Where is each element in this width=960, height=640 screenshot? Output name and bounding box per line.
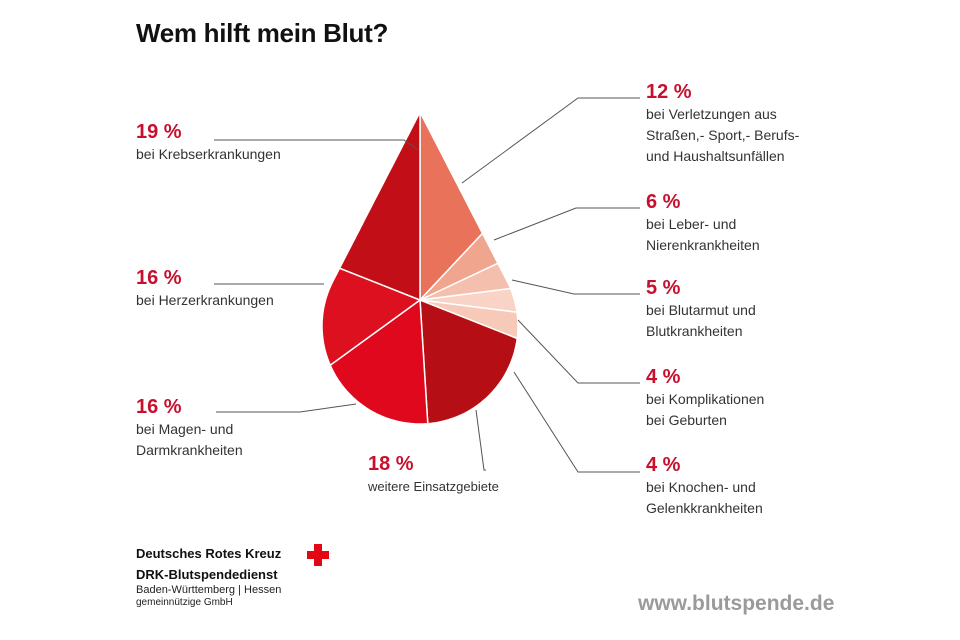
slice-value: 16 % [136,396,182,418]
slice-label-heart: 16 % bei Herzerkrankungen [136,266,274,311]
leader-line-0 [461,97,640,184]
slice-0 [419,111,484,302]
slice-label-accidents: 12 % bei Verletzungen aus Straßen,- Spor… [646,80,799,167]
chart-slices [321,111,519,425]
slice-value: 6 % [646,191,681,213]
slice-3 [419,287,518,314]
drk-logo: Deutsches Rotes Kreuz DRK-Blutspendedien… [136,546,281,608]
leader-line-5 [475,409,486,471]
leader-line-1 [493,207,640,241]
slice-6 [329,298,429,425]
slice-label-other: 18 % weitere Einsatzgebiete [368,452,499,497]
website-url: www.blutspende.de [638,592,835,615]
logo-region: Baden-Württemberg | Hessen [136,584,282,596]
slice-value: 19 % [136,121,182,143]
logo-org: Deutsches Rotes Kreuz [136,546,282,561]
slice-desc: bei Blutarmut und Blutkrankheiten [646,302,756,339]
slice-value: 16 % [136,267,182,289]
slice-value: 4 % [646,454,681,476]
logo-legal: gemeinnützige GmbH [136,597,233,608]
slice-desc: bei Magen- und Darmkrankheiten [136,421,243,458]
slice-label-stomach: 16 % bei Magen- und Darmkrankheiten [136,395,243,461]
leader-line-2 [511,279,640,295]
slice-value: 12 % [646,81,692,103]
slice-desc: bei Krebserkrankungen [136,146,281,162]
slice-desc: bei Herzerkrankungen [136,292,274,308]
slice-5 [419,298,519,425]
leader-lines [214,97,640,473]
slice-desc: weitere Einsatzgebiete [368,479,499,494]
slice-desc: bei Knochen- und Gelenkkrankheiten [646,479,763,516]
slice-desc: bei Komplikationen bei Geburten [646,391,765,428]
slice-value: 18 % [368,453,414,475]
slice-desc: bei Verletzungen aus Straßen,- Sport,- B… [646,106,800,164]
slice-8 [338,111,421,302]
slice-label-anemia: 5 % bei Blutarmut und Blutkrankheiten [646,276,756,342]
slice-label-cancer: 19 % bei Krebserkrankungen [136,120,281,165]
leader-line-4 [513,371,640,473]
leader-line-3 [517,319,640,384]
slice-label-birth: 4 % bei Komplikationen bei Geburten [646,365,764,431]
slice-label-liver: 6 % bei Leber- und Nierenkrankheiten [646,190,760,256]
slice-1 [419,232,499,301]
slice-7 [321,267,422,367]
logo-service: DRK-Blutspendedienst [136,567,278,582]
red-cross-icon [307,544,329,566]
slice-label-bones: 4 % bei Knochen- und Gelenkkrankheiten [646,453,763,519]
leader-line-6 [216,403,357,413]
page-title: Wem hilft mein Blut? [136,18,389,48]
slice-value: 5 % [646,277,681,299]
slice-desc: bei Leber- und Nierenkrankheiten [646,216,760,253]
leader-line-8 [214,139,419,151]
slice-value: 4 % [646,366,681,388]
